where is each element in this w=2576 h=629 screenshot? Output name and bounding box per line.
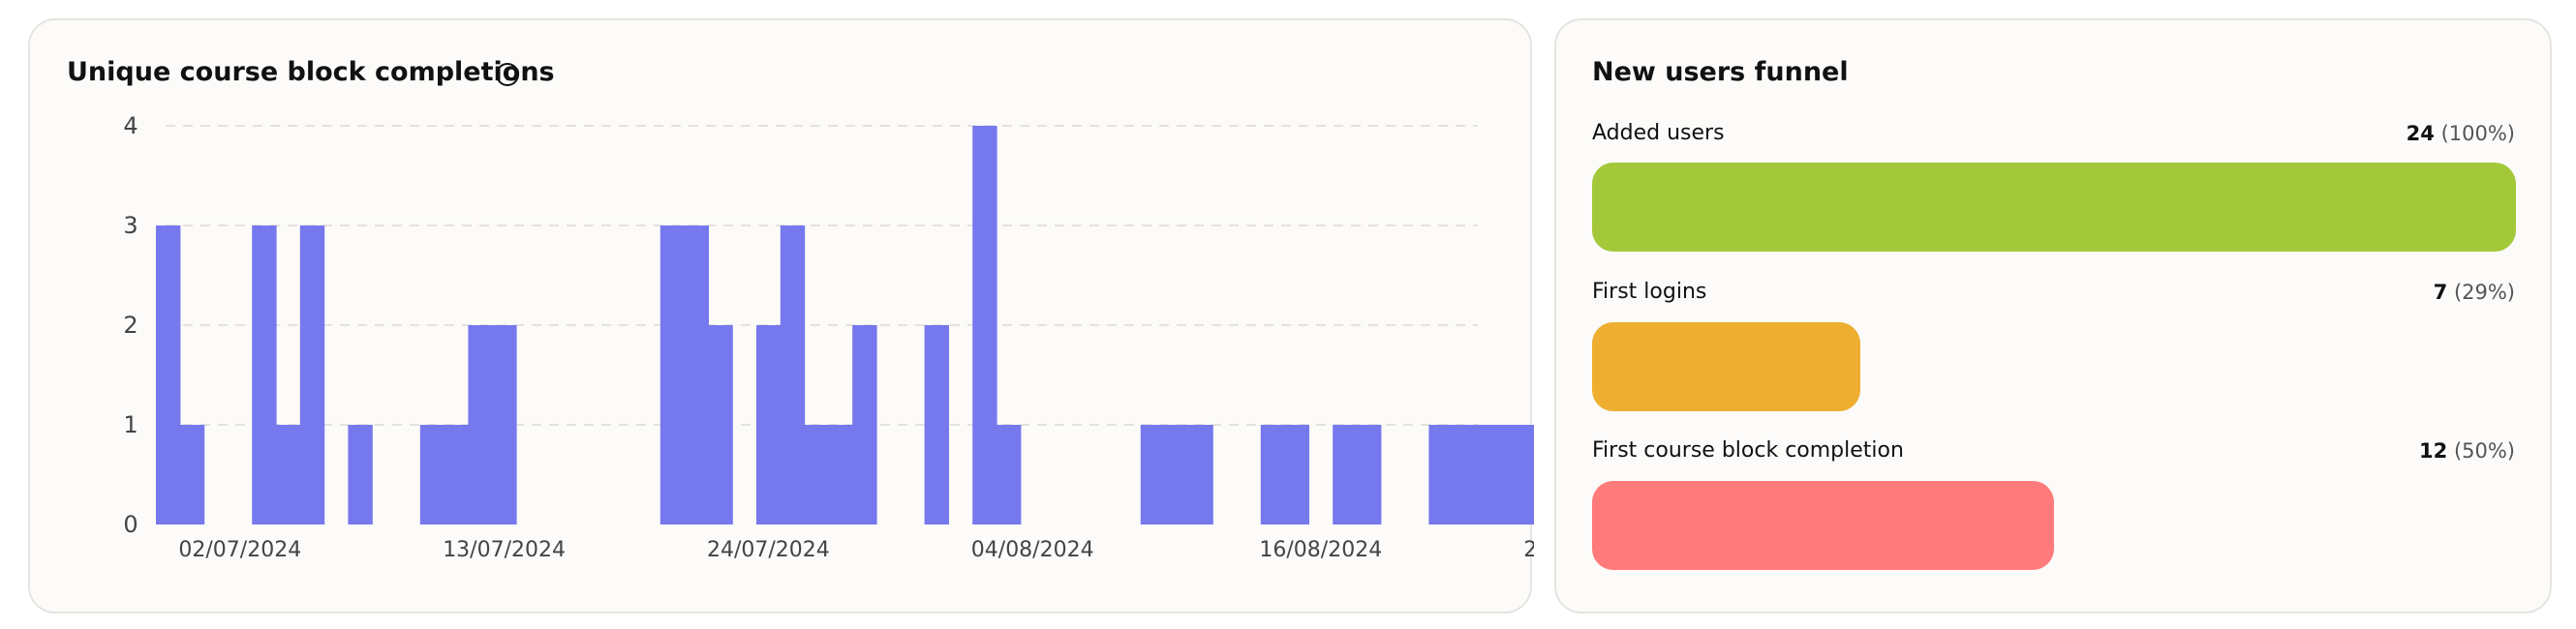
new-users-funnel-card: New users funnel Added users 24 (100%) F…	[1554, 18, 2552, 614]
chart-bar[interactable]	[804, 425, 829, 524]
chart-bar[interactable]	[468, 325, 493, 524]
funnel-step-label-first-logins: First logins	[1592, 280, 1707, 304]
x-tick-label: 27/08/2024	[1523, 538, 1534, 562]
chart-bar[interactable]	[419, 425, 445, 524]
chart-bar[interactable]	[1500, 425, 1526, 524]
y-tick-label: 1	[123, 411, 138, 438]
chart-bar[interactable]	[299, 225, 325, 524]
chart-bar[interactable]	[1333, 425, 1358, 524]
funnel-bar-first-course-block-completion[interactable]	[1592, 481, 2054, 570]
x-tick-label: 02/07/2024	[178, 538, 301, 562]
chart-bar[interactable]	[780, 225, 806, 524]
y-tick-label: 2	[123, 312, 138, 339]
funnel-step-label-first-course-block-completion: First course block completion	[1592, 438, 1904, 463]
funnel-step-percent: (100%)	[2440, 122, 2515, 145]
chart-bar[interactable]	[348, 425, 373, 524]
chart-bar[interactable]	[852, 325, 877, 524]
chart-bar[interactable]	[1164, 425, 1189, 524]
chart-bar[interactable]	[179, 425, 205, 524]
chart-bar[interactable]	[924, 325, 949, 524]
x-tick-label: 04/08/2024	[971, 538, 1094, 562]
funnel-step-percent: (29%)	[2453, 281, 2515, 304]
funnel-step-value-first-course-block-completion: 12 (50%)	[2419, 439, 2515, 463]
x-tick-label: 16/08/2024	[1259, 538, 1382, 562]
funnel-step-value-first-logins: 7 (29%)	[2434, 281, 2515, 304]
chart-bar[interactable]	[1357, 425, 1382, 524]
chart-bar[interactable]	[659, 225, 686, 524]
funnel-step-value-added-users: 24 (100%)	[2407, 122, 2515, 145]
info-icon[interactable]	[494, 61, 521, 88]
chart-bar[interactable]	[1260, 425, 1286, 524]
x-tick-label: 13/07/2024	[443, 538, 566, 562]
chart-bar[interactable]	[444, 425, 469, 524]
chart-bar[interactable]	[708, 325, 733, 524]
chart-bar[interactable]	[1524, 425, 1534, 524]
chart-bar[interactable]	[252, 225, 277, 524]
chart-bar[interactable]	[997, 425, 1022, 524]
chart-bar[interactable]	[684, 225, 709, 524]
chart-bar[interactable]	[492, 325, 517, 524]
chart-bar[interactable]	[1188, 425, 1213, 524]
funnel-bar-added-users[interactable]	[1592, 163, 2516, 252]
funnel-bar-first-logins[interactable]	[1592, 322, 1860, 411]
chart-bar[interactable]	[756, 325, 782, 524]
chart-bar[interactable]	[1477, 425, 1502, 524]
chart-bar[interactable]	[1140, 425, 1166, 524]
chart-bar[interactable]	[156, 225, 181, 524]
course-completions-card: Unique course block completions 0 1 2 3 4 02/…	[28, 18, 1534, 614]
chart-bar[interactable]	[276, 425, 301, 524]
funnel-step-count: 24	[2406, 122, 2435, 145]
y-tick-label: 4	[123, 112, 138, 139]
funnel-step-label-added-users: Added users	[1592, 121, 1725, 145]
y-tick-label: 0	[123, 511, 138, 538]
funnel-title: New users funnel	[1592, 57, 1849, 87]
chart-bar[interactable]	[828, 425, 853, 524]
x-tick-label: 24/07/2024	[707, 538, 830, 562]
chart-bar[interactable]	[1453, 425, 1478, 524]
bar-chart: 0 1 2 3 4 02/07/2024 13/07/2024 24/07/2024 04/08…	[123, 112, 1534, 562]
chart-title: Unique course block completions	[67, 57, 555, 87]
chart-bar[interactable]	[972, 126, 997, 524]
funnel-step-percent: (50%)	[2453, 439, 2515, 463]
funnel-step-count: 7	[2433, 281, 2448, 304]
chart-bar[interactable]	[1284, 425, 1309, 524]
funnel-step-count: 12	[2419, 439, 2448, 463]
chart-bar[interactable]	[1428, 425, 1454, 524]
y-tick-label: 3	[123, 212, 138, 239]
